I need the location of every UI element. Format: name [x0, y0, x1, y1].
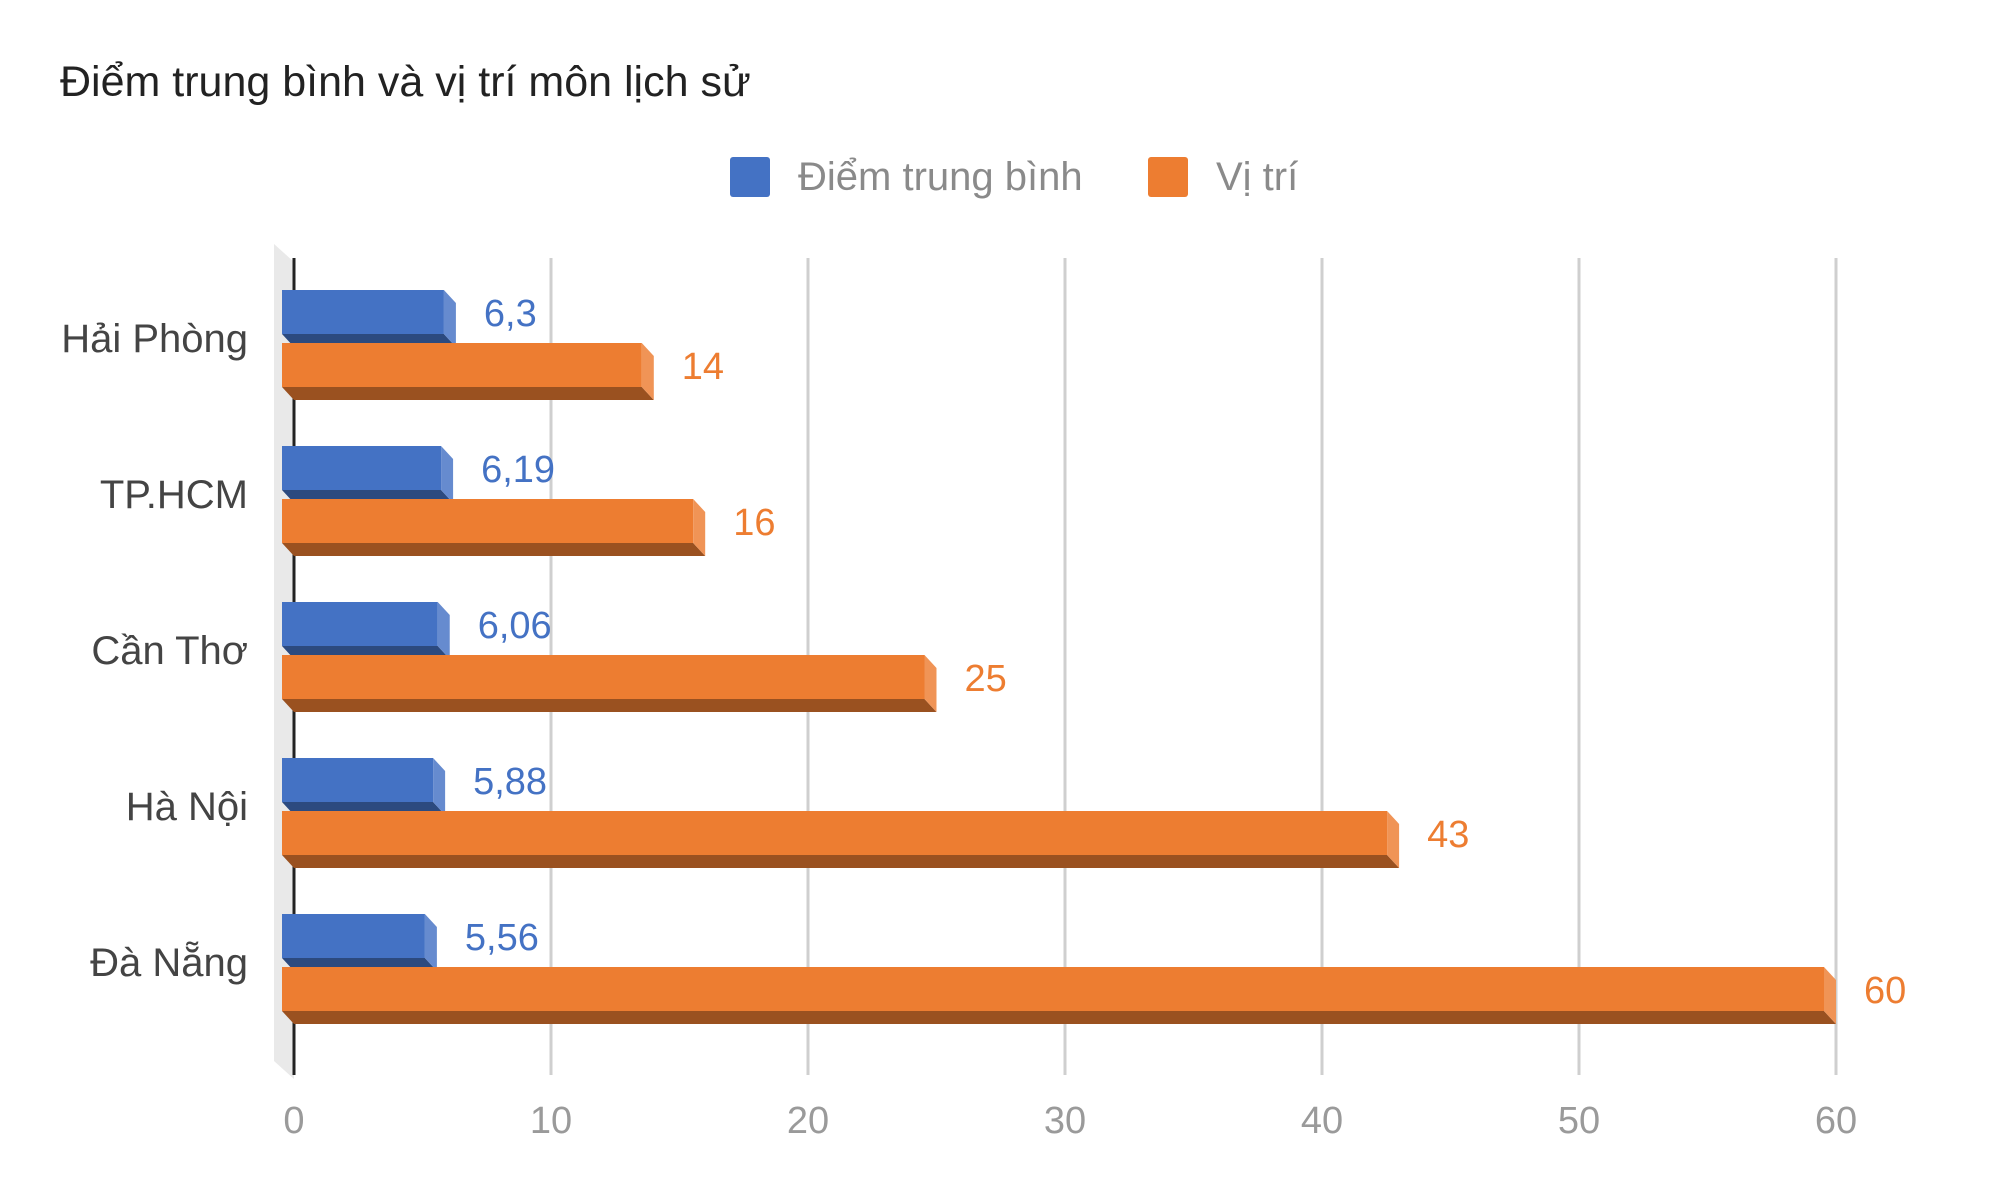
bar-front-face — [282, 602, 438, 646]
bar-front-face — [282, 446, 442, 490]
bar-diem-trung-binh[interactable] — [282, 758, 446, 815]
bar-diem-trung-binh[interactable] — [282, 602, 450, 659]
legend-swatch-diem-trung-binh — [730, 157, 770, 197]
bar-end-face — [441, 446, 454, 503]
bar-vi-tri[interactable] — [282, 499, 706, 556]
data-label: 43 — [1427, 814, 1469, 856]
category-label: Hà Nội — [126, 785, 248, 829]
legend-item-diem-trung-binh[interactable]: Điểm trung bình — [730, 152, 1083, 202]
legend-label-vi-tri: Vị trí — [1216, 154, 1299, 199]
bars — [282, 290, 1836, 1024]
category-label: Hải Phòng — [61, 317, 248, 361]
bar-bottom-face — [282, 855, 1400, 868]
bar-front-face — [282, 914, 425, 958]
legend-item-vi-tri[interactable]: Vị trí — [1148, 152, 1298, 202]
bar-bottom-face — [282, 699, 937, 712]
data-label: 6,06 — [478, 605, 552, 647]
x-tick-label: 20 — [787, 1100, 829, 1142]
x-tick-label: 40 — [1301, 1100, 1343, 1142]
bar-front-face — [282, 499, 694, 543]
bar-end-face — [424, 914, 437, 971]
legend-label-diem-trung-binh: Điểm trung bình — [798, 154, 1083, 199]
legend-swatch-vi-tri — [1148, 157, 1188, 197]
bar-diem-trung-binh[interactable] — [282, 446, 454, 503]
x-tick-label: 10 — [530, 1100, 572, 1142]
bar-front-face — [282, 290, 444, 334]
bar-bottom-face — [282, 387, 654, 400]
category-label: Cần Thơ — [91, 629, 248, 673]
bar-end-face — [924, 655, 937, 712]
bar-end-face — [1824, 967, 1836, 1024]
bar-end-face — [443, 290, 456, 347]
bar-end-face — [1387, 811, 1400, 868]
bar-vi-tri[interactable] — [282, 811, 1400, 868]
bar-diem-trung-binh[interactable] — [282, 914, 437, 971]
bar-front-face — [282, 758, 434, 802]
data-label: 6,19 — [481, 449, 555, 491]
data-label: 14 — [682, 346, 724, 388]
category-label: TP.HCM — [100, 473, 248, 517]
bar-end-face — [641, 343, 654, 400]
bar-end-face — [433, 758, 446, 815]
bar-vi-tri[interactable] — [282, 655, 937, 712]
data-label: 60 — [1864, 970, 1906, 1012]
chart-title: Điểm trung bình và vị trí môn lịch sử — [60, 58, 751, 106]
data-label: 25 — [965, 658, 1007, 700]
category-label: Đà Nẵng — [90, 940, 248, 985]
data-label: 5,88 — [473, 761, 547, 803]
bar-end-face — [693, 499, 706, 556]
x-tick-label: 30 — [1044, 1100, 1086, 1142]
data-label: 6,3 — [484, 293, 537, 335]
bar-end-face — [437, 602, 450, 659]
data-label: 5,56 — [465, 917, 539, 959]
labels: 0 10 20 30 40 50 60 Hải Phòng 6,3 14 TP.HCM 6,19 16 C… — [61, 293, 1906, 1142]
bar-front-face — [282, 811, 1388, 855]
bar-bottom-face — [282, 543, 706, 556]
legend: Điểm trung bình Vị trí — [0, 152, 2000, 202]
bar-diem-trung-binh[interactable] — [282, 290, 456, 347]
x-tick-label: 50 — [1558, 1100, 1600, 1142]
x-tick-label: 60 — [1815, 1100, 1857, 1142]
bar-front-face — [282, 967, 1824, 1011]
bar-front-face — [282, 343, 642, 387]
data-label: 16 — [733, 502, 775, 544]
bar-vi-tri[interactable] — [282, 343, 654, 400]
x-tick-label: 0 — [283, 1100, 304, 1142]
bar-vi-tri[interactable] — [282, 967, 1836, 1024]
bar-front-face — [282, 655, 925, 699]
bar-bottom-face — [282, 1011, 1836, 1024]
